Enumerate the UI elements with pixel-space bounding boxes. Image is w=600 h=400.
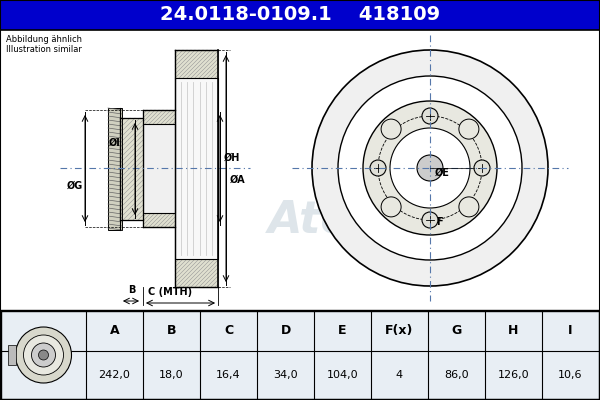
Circle shape <box>459 119 479 139</box>
Text: ØI: ØI <box>109 138 121 148</box>
Circle shape <box>422 212 438 228</box>
Circle shape <box>23 335 64 375</box>
Circle shape <box>422 108 438 124</box>
Circle shape <box>338 76 522 260</box>
Text: ØE: ØE <box>435 168 450 178</box>
Circle shape <box>417 155 443 181</box>
Circle shape <box>459 197 479 217</box>
Text: 10,6: 10,6 <box>558 370 583 380</box>
Text: H: H <box>508 324 518 337</box>
Bar <box>175 78 218 259</box>
Text: C (MTH): C (MTH) <box>148 287 192 297</box>
Bar <box>1 30 599 310</box>
Circle shape <box>381 119 401 139</box>
Circle shape <box>370 160 386 176</box>
Text: C: C <box>224 324 233 337</box>
Text: 86,0: 86,0 <box>444 370 469 380</box>
Text: 126,0: 126,0 <box>497 370 529 380</box>
Text: Abbildung ähnlich: Abbildung ähnlich <box>6 36 82 44</box>
Text: 242,0: 242,0 <box>98 370 130 380</box>
Text: I: I <box>568 324 573 337</box>
Text: Ate: Ate <box>268 198 352 242</box>
Text: 18,0: 18,0 <box>159 370 184 380</box>
Bar <box>143 124 175 213</box>
Bar <box>143 110 175 124</box>
Bar <box>175 50 218 78</box>
Circle shape <box>474 160 490 176</box>
Text: B: B <box>128 285 135 295</box>
Circle shape <box>38 350 49 360</box>
Bar <box>108 108 122 230</box>
Text: Illustration similar: Illustration similar <box>6 46 82 54</box>
Bar <box>120 118 143 220</box>
Text: 104,0: 104,0 <box>326 370 358 380</box>
Bar <box>1 311 599 399</box>
Text: 24.0118-0109.1    418109: 24.0118-0109.1 418109 <box>160 6 440 24</box>
Text: ØA: ØA <box>230 175 245 185</box>
Text: F: F <box>436 217 443 227</box>
Bar <box>0 0 600 30</box>
Circle shape <box>363 101 497 235</box>
Text: 34,0: 34,0 <box>273 370 298 380</box>
Text: D: D <box>280 324 290 337</box>
Circle shape <box>390 128 470 208</box>
Bar <box>175 259 218 287</box>
Circle shape <box>312 50 548 286</box>
Circle shape <box>381 197 401 217</box>
Text: E: E <box>338 324 347 337</box>
Text: D: D <box>143 319 151 329</box>
Text: ØG: ØG <box>67 181 83 191</box>
Circle shape <box>16 327 71 383</box>
Text: ØH: ØH <box>224 153 241 163</box>
Text: F(x): F(x) <box>385 324 413 337</box>
Circle shape <box>32 343 56 367</box>
Text: G: G <box>451 324 461 337</box>
Text: 4: 4 <box>396 370 403 380</box>
Text: A: A <box>110 324 119 337</box>
Text: B: B <box>167 324 176 337</box>
Bar <box>143 213 175 227</box>
Bar <box>7 345 16 365</box>
Text: 16,4: 16,4 <box>216 370 241 380</box>
